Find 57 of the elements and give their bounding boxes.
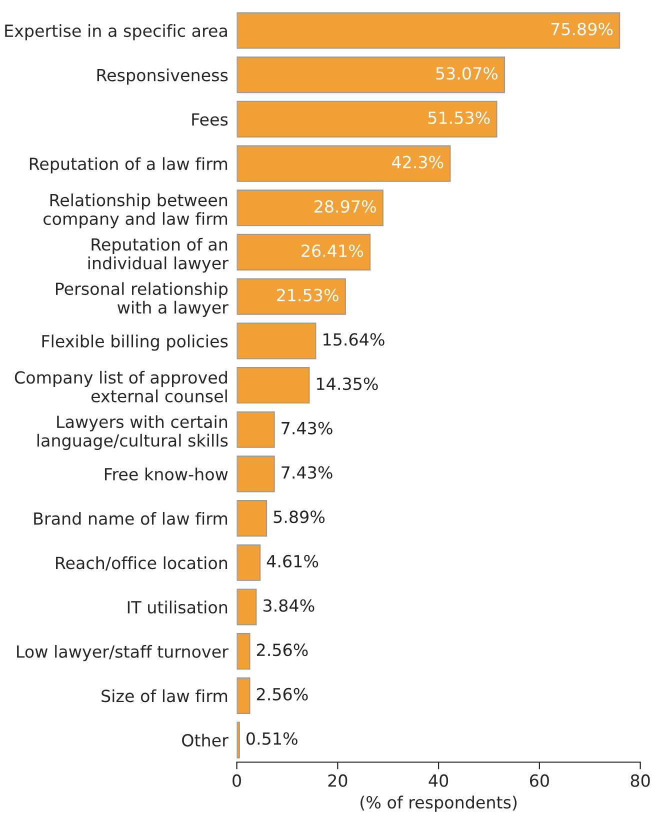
bar [236,12,620,49]
y-tick-label: Fees [192,113,228,126]
y-tick-label: Low lawyer/staff turnover [17,645,228,662]
y-tick-label: Other [182,734,228,747]
data-label: 21.53% [277,288,338,302]
y-tick-label: Lawyers with certain language/cultural skills [37,415,228,450]
x-tick-label: 0 [232,774,241,787]
data-label: 7.43% [282,466,332,479]
bar [236,544,261,581]
data-label: 53.07% [436,67,498,80]
y-tick-label: Personal relationship with a lawyer [56,282,228,317]
x-axis-title: (% of respondents) [360,796,517,812]
y-tick-label: IT utilisation [128,600,228,614]
y-tick-label: Relationship between company and law firm [44,193,228,228]
bar [236,56,506,94]
bar [236,366,310,404]
data-label: 14.35% [317,377,378,390]
y-tick-label: Responsiveness [97,68,228,85]
data-label: 75.89% [551,22,613,36]
y-tick-label: Flexible billing policies [42,334,228,351]
data-label: 51.53% [428,111,490,124]
y-tick-label: Reach/office location [56,556,228,571]
data-label: 5.89% [274,510,325,524]
data-label: 7.43% [282,422,332,434]
bar [236,633,250,670]
data-label: 3.84% [263,599,314,612]
bar [236,588,257,626]
bar [236,500,268,537]
x-tick-label: 20 [328,774,348,787]
bar [236,234,371,271]
data-label: 2.56% [256,644,308,656]
y-tick-label: Brand name of law firm [34,512,228,525]
y-tick-label: Size of law firm [102,689,228,702]
data-label: 26.41% [302,244,364,258]
y-tick-label: Reputation of a law firm [30,157,228,174]
data-label: 0.51% [246,732,298,745]
y-tick-label: Expertise in a specific area [5,24,227,40]
bar [236,100,498,138]
data-label: 15.64% [324,333,384,346]
data-label: 42.3% [392,156,444,168]
x-tick-label: 80 [630,774,650,787]
bar [236,411,275,448]
bar [236,456,275,492]
bar [236,145,451,182]
data-label: 2.56% [256,688,308,701]
x-tick-label: 60 [530,774,549,787]
y-tick-label: Free know-how [104,468,228,481]
data-label: 4.61% [266,554,318,568]
data-label: 28.97% [314,200,376,213]
x-tick-label: 40 [428,774,448,787]
y-tick-label: Reputation of an individual lawyer [88,238,228,273]
bar [236,278,346,315]
bar [236,322,316,360]
bar [236,677,250,714]
y-tick-label: Company list of approved external counsel [14,370,227,402]
bar [236,722,240,758]
bar [236,190,384,226]
